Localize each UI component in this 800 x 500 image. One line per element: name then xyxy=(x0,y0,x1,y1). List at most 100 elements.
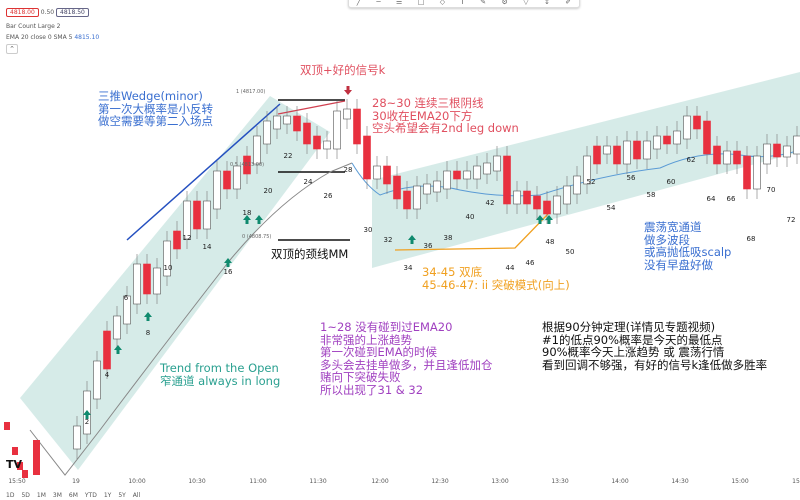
time-axis-label: 10:00 xyxy=(128,478,146,485)
bull-candle xyxy=(653,135,661,150)
rectangle-tool-icon[interactable]: □ xyxy=(417,0,425,6)
bull-candle xyxy=(723,150,731,165)
range-button-all[interactable]: All xyxy=(132,492,141,499)
bear-candle xyxy=(773,143,781,158)
shape-tool-icon[interactable]: ◇ xyxy=(439,0,446,6)
bear-candle xyxy=(143,263,151,295)
chevron-up-icon[interactable]: ⌃ xyxy=(6,44,18,54)
trendline-tool-icon[interactable]: ╱ xyxy=(356,0,361,6)
bar-number-label: 64 xyxy=(706,195,716,203)
bear-candle xyxy=(543,200,551,215)
prior-day-candle xyxy=(17,462,23,470)
wedge-note: 三推Wedge(minor) 第一次大概率是小反转 做空需要等第二入场点 xyxy=(98,89,213,128)
range-button-1m[interactable]: 1M xyxy=(36,492,46,499)
time-axis-label: 12:00 xyxy=(371,478,389,485)
bull-candle xyxy=(443,170,451,190)
range-button-5y[interactable]: 5Y xyxy=(118,492,126,499)
time-axis-label: 14:30 xyxy=(671,478,689,485)
ask-price[interactable]: 4818.50 xyxy=(56,8,89,17)
parallel-channel-tool-icon[interactable]: ☰ xyxy=(395,0,403,6)
bull-candle xyxy=(683,115,691,140)
time-axis-label: 15 xyxy=(792,478,800,485)
up-arrow-icon xyxy=(536,215,544,224)
bar-number-label: 44 xyxy=(505,264,515,272)
bear-candle xyxy=(713,145,721,165)
bear-candle xyxy=(173,230,181,250)
bear-candle xyxy=(743,155,751,190)
marker-tool-icon[interactable]: ▽ xyxy=(523,0,529,6)
bar-number-label: 60 xyxy=(666,178,676,186)
text-tool-icon[interactable]: T xyxy=(460,0,465,6)
bull-candle xyxy=(673,130,681,145)
bull-candle xyxy=(73,425,81,450)
bear-candle xyxy=(103,330,111,370)
prior-day-candle xyxy=(33,440,40,475)
bid-price[interactable]: 4818.00 xyxy=(6,8,39,17)
bear-candle xyxy=(503,155,511,205)
measure-tool-icon[interactable]: ↕ xyxy=(544,0,550,6)
bar-number-label: 8 xyxy=(145,329,151,337)
neckline-note: 双顶的颈线MM xyxy=(271,247,349,261)
up-arrow-icon xyxy=(224,258,232,267)
bar-number-label: 48 xyxy=(545,238,555,246)
bull-candle xyxy=(513,190,521,205)
bull-candle xyxy=(203,200,211,230)
range-button-1y[interactable]: 1Y xyxy=(103,492,112,499)
range-button-1d[interactable]: 1D xyxy=(6,492,15,499)
bull-candle xyxy=(753,155,761,190)
double-bottom-line xyxy=(394,213,549,251)
bar-number-label: 70 xyxy=(766,186,776,194)
bull-candle xyxy=(333,110,341,150)
bull-candle xyxy=(553,195,561,215)
range-button-5d[interactable]: 5D xyxy=(21,492,30,499)
bull-candle xyxy=(793,135,800,155)
brush-tool-icon[interactable]: ✎ xyxy=(480,0,487,6)
bar-number-label: 22 xyxy=(283,152,293,160)
trend-from-open-note: Trend from the Open 窄通道 always in long xyxy=(160,361,281,388)
bar-number-label: 24 xyxy=(303,178,313,186)
double-top-signal-note: 双顶+好的信号k xyxy=(300,63,386,77)
up-arrow-icon xyxy=(243,215,251,224)
bar-number-label: 62 xyxy=(686,156,696,164)
up-arrow-icon xyxy=(144,312,152,321)
bear-candle xyxy=(613,145,621,165)
range-button-6m[interactable]: 6M xyxy=(68,492,78,499)
bar-number-label: 72 xyxy=(786,216,796,224)
bars-28-30-note: 28~30 连续三根阴线 30收在EMA20下方 空头希望会有2nd leg dow… xyxy=(372,96,519,135)
bar-number-label: 68 xyxy=(746,235,756,243)
ema-line-early xyxy=(29,162,353,476)
bull-candle xyxy=(423,183,431,195)
range-button-3m[interactable]: 3M xyxy=(52,492,62,499)
bull-candle xyxy=(573,175,581,195)
bar-number-label: 52 xyxy=(586,178,596,186)
drawing-toolbar[interactable]: ╱ ─ ☰ □ ◇ T ✎ ⚙ ▽ ↕ ✐ xyxy=(348,0,580,8)
bar-number-label: 58 xyxy=(646,191,656,199)
bull-candle xyxy=(373,165,381,180)
bull-candle xyxy=(163,240,171,277)
up-arrow-icon xyxy=(408,235,416,244)
ema-indicator[interactable]: EMA 20 close 0 SMA 5 4815.10 xyxy=(6,34,99,41)
bear-candle xyxy=(523,190,531,205)
wedge-trendline xyxy=(126,103,281,241)
bull-candle xyxy=(133,263,141,305)
settings-icon[interactable]: ⚙ xyxy=(501,0,508,6)
up-arrow-icon xyxy=(114,345,122,354)
bar-number-label: 42 xyxy=(485,199,495,207)
bear-candle xyxy=(593,145,601,165)
range-selector[interactable]: 1D 5D 1M 3M 6M YTD 1Y 5Y All xyxy=(6,492,140,499)
bar-number-label: 54 xyxy=(606,204,616,212)
bull-candle xyxy=(153,267,161,295)
horizontal-line-tool-icon[interactable]: ─ xyxy=(376,0,381,6)
bear-candle xyxy=(223,170,231,190)
bull-candle xyxy=(93,360,101,400)
bull-candle xyxy=(643,140,651,160)
bull-candle xyxy=(123,295,131,325)
pen-tool-icon[interactable]: ✐ xyxy=(565,0,572,6)
range-button-ytd[interactable]: YTD xyxy=(84,492,97,499)
bear-candle xyxy=(403,190,411,210)
bar-count-indicator[interactable]: Bar Count Large 2 xyxy=(6,23,61,30)
bull-candle xyxy=(763,143,771,165)
bull-candle xyxy=(213,170,221,210)
bull-candle xyxy=(233,165,241,190)
